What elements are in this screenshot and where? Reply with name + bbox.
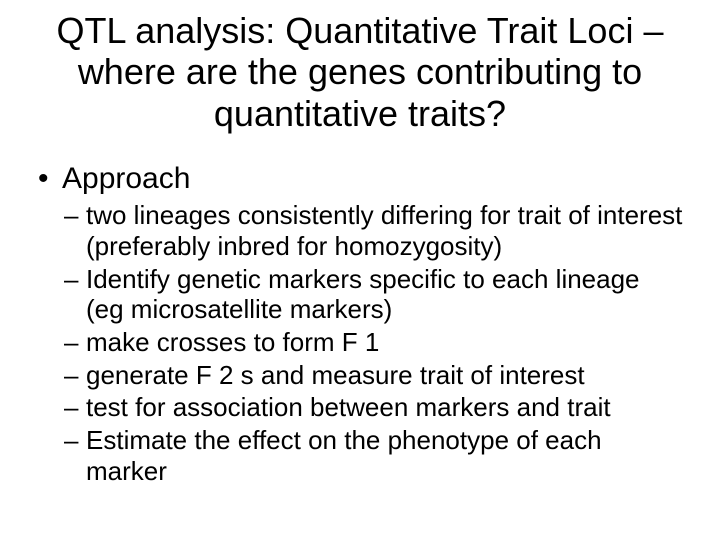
bullet-list-level2: two lineages consistently differing for … [62, 200, 684, 486]
list-item: Approach two lineages consistently diffe… [36, 162, 684, 486]
list-item: make crosses to form F 1 [62, 327, 684, 358]
list-item: Estimate the effect on the phenotype of … [62, 425, 684, 486]
list-item: two lineages consistently differing for … [62, 200, 684, 261]
list-item: test for association between markers and… [62, 392, 684, 423]
slide-title: QTL analysis: Quantitative Trait Loci – … [36, 10, 684, 134]
list-item-label: Approach [62, 162, 190, 195]
bullet-list-level1: Approach two lineages consistently diffe… [36, 162, 684, 486]
slide: QTL analysis: Quantitative Trait Loci – … [0, 0, 720, 540]
list-item: Identify genetic markers specific to eac… [62, 264, 684, 325]
list-item: generate F 2 s and measure trait of inte… [62, 360, 684, 391]
